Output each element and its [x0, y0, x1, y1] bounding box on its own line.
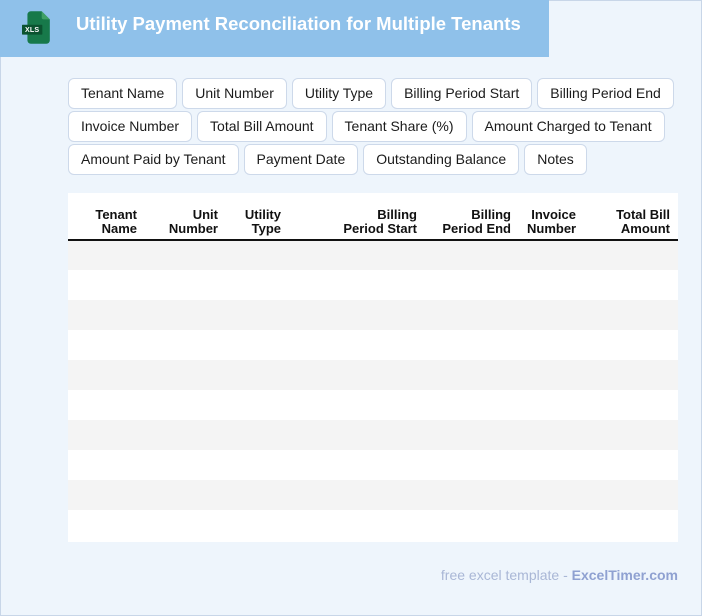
svg-text:XLS: XLS: [25, 26, 39, 34]
